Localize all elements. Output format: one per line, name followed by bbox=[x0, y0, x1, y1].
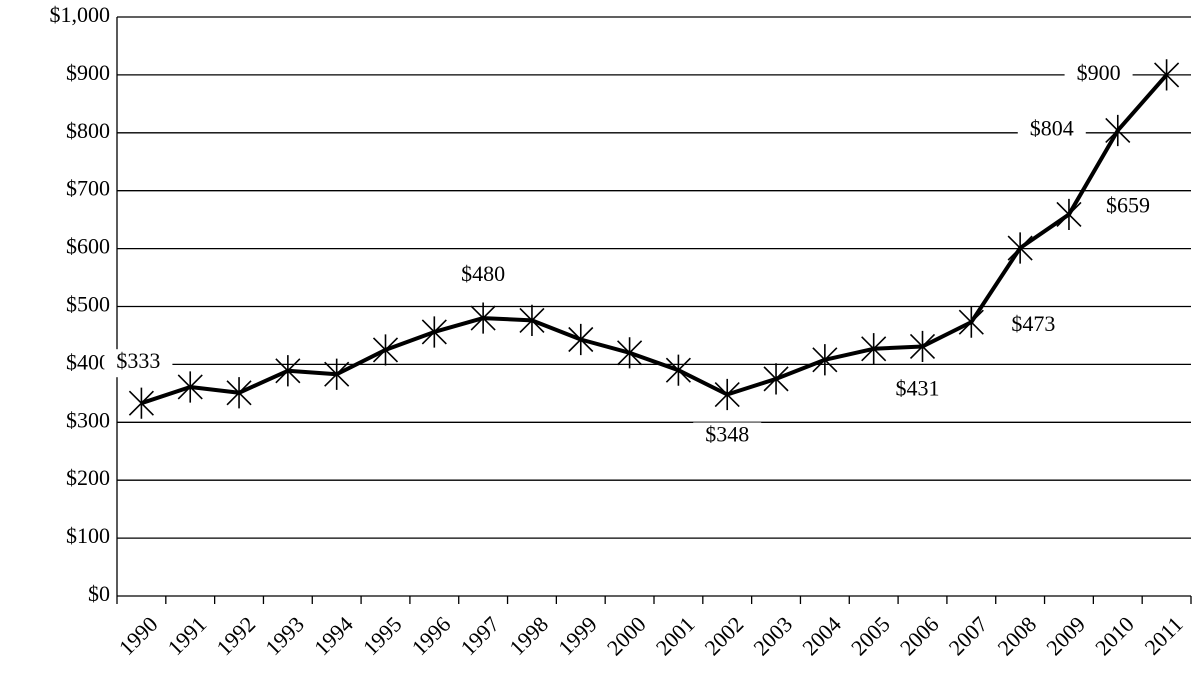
y-tick-label: $300 bbox=[66, 407, 110, 432]
marker bbox=[909, 330, 936, 363]
data-label: $480 bbox=[461, 261, 505, 286]
x-tick-label: 1991 bbox=[163, 611, 212, 660]
marker bbox=[177, 371, 203, 403]
x-tick-label: 1992 bbox=[211, 611, 260, 660]
marker bbox=[421, 316, 447, 348]
data-label: $431 bbox=[896, 375, 940, 400]
marker bbox=[568, 323, 594, 356]
data-label: $804 bbox=[1030, 116, 1074, 141]
marker bbox=[324, 358, 350, 390]
y-tick-label: $800 bbox=[66, 118, 110, 143]
x-tick-label: 2007 bbox=[944, 611, 993, 660]
marker bbox=[1154, 59, 1180, 91]
y-tick-label: $500 bbox=[66, 292, 110, 317]
x-tick-label: 2011 bbox=[1139, 611, 1187, 659]
marker bbox=[763, 363, 789, 395]
x-tick-label: 2006 bbox=[895, 611, 944, 660]
marker bbox=[1056, 198, 1082, 231]
marker bbox=[958, 306, 984, 338]
x-tick-label: 2002 bbox=[700, 611, 749, 660]
y-tick-label: $0 bbox=[88, 581, 110, 606]
marker bbox=[1105, 114, 1131, 147]
marker bbox=[665, 354, 691, 386]
y-tick-label: $1,000 bbox=[50, 2, 111, 27]
x-tick-label: 1990 bbox=[114, 611, 163, 660]
x-tick-label: 2001 bbox=[651, 611, 700, 660]
label-background bbox=[693, 422, 762, 451]
data-label: $348 bbox=[705, 422, 749, 447]
label-background bbox=[104, 349, 173, 378]
x-tick-label: 1998 bbox=[504, 611, 553, 660]
marker bbox=[275, 355, 301, 387]
x-tick-label: 2005 bbox=[846, 611, 895, 660]
x-tick-label: 1993 bbox=[260, 611, 309, 660]
x-tick-label: 1994 bbox=[309, 611, 358, 660]
marker bbox=[372, 334, 399, 366]
x-tick-label: 1997 bbox=[455, 611, 504, 660]
y-tick-label: $900 bbox=[66, 60, 110, 85]
line bbox=[140, 73, 1169, 406]
marker bbox=[617, 337, 643, 369]
data-label: $900 bbox=[1077, 60, 1121, 85]
x-tick-label: 2009 bbox=[1041, 611, 1090, 660]
marker bbox=[226, 377, 252, 409]
y-tick-label: $700 bbox=[66, 176, 110, 201]
y-tick-label: $400 bbox=[66, 349, 110, 374]
y-tick-label: $600 bbox=[66, 234, 110, 259]
data-label: $473 bbox=[1011, 311, 1055, 336]
label-background bbox=[1093, 193, 1162, 222]
marker bbox=[714, 378, 740, 411]
data-label: $659 bbox=[1106, 192, 1150, 217]
x-tick-label: 1996 bbox=[407, 611, 456, 660]
label-background bbox=[999, 312, 1068, 341]
marker bbox=[1007, 232, 1033, 264]
y-tick-label: $200 bbox=[66, 465, 110, 490]
y-tick-label: $100 bbox=[66, 523, 110, 548]
x-tick-label: 1999 bbox=[553, 611, 602, 660]
x-tick-label: 2010 bbox=[1090, 611, 1139, 660]
marker bbox=[519, 304, 545, 336]
marker bbox=[812, 344, 838, 376]
x-tick-label: 2004 bbox=[797, 611, 846, 660]
label-background bbox=[1064, 60, 1133, 89]
label-background bbox=[1017, 116, 1086, 145]
data-label: $333 bbox=[116, 348, 160, 373]
x-tick-label: 2003 bbox=[748, 611, 797, 660]
label-background bbox=[449, 262, 518, 291]
marker bbox=[128, 387, 154, 419]
marker bbox=[470, 302, 496, 334]
marker bbox=[861, 333, 887, 365]
x-tick-label: 1995 bbox=[358, 611, 407, 660]
x-tick-label: 2000 bbox=[602, 611, 651, 660]
x-tick-label: 2008 bbox=[992, 611, 1041, 660]
label-background bbox=[883, 376, 952, 405]
